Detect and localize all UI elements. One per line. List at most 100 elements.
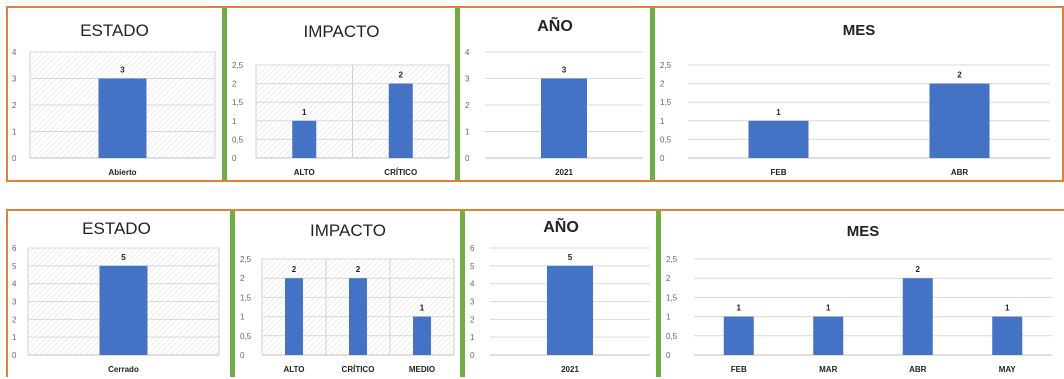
chart-panel-r2-mes: MES 0 0,5 1 1,5 2 2,5 1 FEB 1 MAR 2 ABR 1 MAY (662, 211, 1064, 377)
chart-panel-r2-anio: AÑO 0 1 2 3 4 5 6 5 2021 (466, 211, 656, 377)
y-tick-label: 3 (465, 75, 470, 84)
chart-panel-r1-anio: AÑO 0 1 2 3 4 3 2021 (461, 8, 649, 180)
y-tick-label: 1,5 (232, 98, 244, 107)
panel-divider (656, 211, 661, 377)
category-label: 2021 (555, 168, 573, 177)
bar-alto (292, 120, 317, 158)
panel-divider (455, 8, 460, 180)
y-tick-label: 1 (232, 117, 237, 126)
y-tick-label: 1 (660, 117, 665, 126)
chart-r1-anio: 0 1 2 3 4 3 2021 (465, 48, 643, 177)
y-tick-label: 4 (12, 48, 17, 57)
y-tick-label: 1 (12, 128, 17, 137)
category-label: CRÍTICO (342, 365, 375, 374)
data-label: 5 (121, 253, 126, 262)
category-label: 2021 (561, 365, 579, 374)
y-tick-label: 2 (666, 274, 671, 283)
y-tick-label: 2 (12, 315, 17, 324)
y-tick-label: 2,5 (666, 255, 678, 264)
chart-panel-r1-estado: ESTADO 0 1 2 3 4 3 Abierto (8, 8, 221, 180)
chart-r2-impacto: 0 0,5 1 1,5 2 2,5 2 ALTO 2 CRÍTICO 1 MEDIO (240, 255, 455, 374)
y-tick-label: 2 (465, 101, 470, 110)
data-label: 2 (356, 265, 361, 274)
chart-panel-r1-impacto: IMPACTO 0 0,5 1 1,5 2 2,5 1 ALTO 2 CRÍTICO (228, 8, 455, 180)
bar-alto (285, 278, 303, 355)
y-tick-label: 0,5 (660, 135, 672, 144)
chart-r2-anio: 0 1 2 3 4 5 6 5 2021 (470, 244, 650, 374)
panel-divider (230, 211, 235, 377)
y-tick-label: 0 (660, 154, 665, 163)
chart-title: MES (842, 22, 876, 39)
dashboard-row-open: ESTADO 0 1 2 3 4 3 Abierto IMPACTO 0 0,5 1 1,5 2 2,… (6, 6, 1064, 182)
data-label: 5 (568, 253, 573, 262)
data-label: 1 (1005, 304, 1010, 313)
y-tick-label: 2 (470, 315, 475, 324)
bar-abr (902, 278, 933, 355)
dashboard-row-closed: ESTADO 0 1 2 3 4 5 6 5 Cerrado IMPACTO 0 0,5 1 1,5 2… (6, 209, 1064, 377)
y-tick-label: 1 (470, 333, 475, 342)
y-tick-label: 4 (465, 48, 470, 57)
data-label: 3 (120, 66, 125, 75)
y-tick-label: 2,5 (240, 255, 252, 264)
y-tick-label: 0 (232, 154, 237, 163)
category-label: MAY (999, 365, 1017, 374)
chart-title: ESTADO (82, 219, 151, 238)
category-label: FEB (771, 168, 787, 177)
chart-r1-impacto: 0 0,5 1 1,5 2 2,5 1 ALTO 2 CRÍTICO (232, 61, 450, 177)
data-label: 1 (302, 108, 307, 117)
data-label: 1 (737, 304, 742, 313)
chart-r1-estado: 0 1 2 3 4 3 Abierto (12, 48, 216, 177)
y-tick-label: 0 (666, 351, 671, 360)
data-label: 2 (399, 71, 404, 80)
chart-r2-mes: 0 0,5 1 1,5 2 2,5 1 FEB 1 MAR 2 ABR 1 MAY (666, 255, 1052, 374)
y-tick-label: 3 (12, 298, 17, 307)
category-label: ALTO (283, 365, 304, 374)
data-label: 1 (826, 304, 831, 313)
chart-r2-estado: 0 1 2 3 4 5 6 5 Cerrado (12, 244, 220, 374)
chart-title: IMPACTO (303, 22, 380, 41)
panel-divider (650, 8, 655, 180)
y-tick-label: 1 (465, 128, 470, 137)
bar-feb (748, 120, 809, 158)
category-label: Cerrado (108, 365, 139, 374)
bar-abierto (98, 78, 147, 158)
y-tick-label: 6 (470, 244, 475, 253)
y-tick-label: 0 (240, 351, 245, 360)
bar-feb (723, 316, 754, 355)
y-tick-label: 2 (660, 80, 665, 89)
y-tick-label: 1 (666, 313, 671, 322)
chart-title: IMPACTO (310, 221, 386, 240)
chart-title: AÑO (543, 219, 579, 236)
panel-divider (460, 211, 465, 377)
y-tick-label: 0,5 (240, 332, 252, 341)
data-label: 2 (916, 265, 921, 274)
y-tick-label: 0 (465, 154, 470, 163)
y-tick-label: 5 (470, 262, 475, 271)
y-tick-label: 0,5 (232, 135, 244, 144)
data-label: 2 (957, 71, 962, 80)
category-label: Abierto (109, 168, 137, 177)
y-tick-label: 5 (12, 262, 17, 271)
y-tick-label: 3 (470, 298, 475, 307)
chart-panel-r2-estado: ESTADO 0 1 2 3 4 5 6 5 Cerrado (8, 211, 225, 377)
bar-2021 (541, 78, 587, 158)
bar-2021 (547, 265, 593, 355)
y-tick-label: 4 (470, 280, 475, 289)
chart-panel-r2-impacto: IMPACTO 0 0,5 1 1,5 2 2,5 2 ALTO 2 CRÍTICO 1 MEDIO (236, 211, 460, 377)
y-tick-label: 1 (240, 313, 245, 322)
chart-r1-mes: 0 0,5 1 1,5 2 2,5 1 FEB 2 ABR (660, 61, 1050, 177)
y-tick-label: 1,5 (666, 293, 678, 302)
y-tick-label: 2,5 (232, 61, 244, 70)
y-tick-label: 0 (470, 351, 475, 360)
category-label: FEB (731, 365, 747, 374)
y-tick-label: 6 (12, 244, 17, 253)
panel-divider (222, 8, 227, 180)
y-tick-label: 0 (12, 154, 17, 163)
bar-crítico (349, 278, 367, 355)
y-tick-label: 0 (12, 351, 17, 360)
data-label: 2 (292, 265, 297, 274)
y-tick-label: 1,5 (660, 98, 672, 107)
chart-title: MES (846, 223, 880, 240)
y-tick-label: 4 (12, 280, 17, 289)
chart-title: AÑO (537, 18, 573, 35)
